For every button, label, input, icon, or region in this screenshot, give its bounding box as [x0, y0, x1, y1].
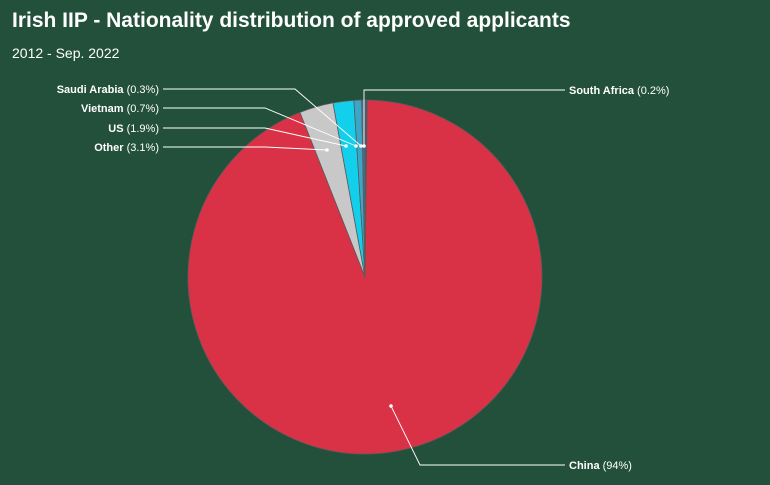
leader-line-china: [390, 405, 565, 466]
slice-label-percent: (94%): [600, 460, 632, 472]
label-anchor-dot: [389, 404, 393, 408]
leader-line-vietnam: [163, 107, 357, 147]
leader-line-south-africa: [363, 89, 565, 146]
label-anchor-dot: [344, 144, 348, 148]
label-anchor-dot: [325, 148, 329, 152]
slice-label-name: Vietnam: [81, 103, 124, 115]
leader-line-other: [163, 146, 328, 151]
slice-label-us: US (1.9%): [108, 123, 159, 135]
slice-label-name: US: [108, 123, 123, 135]
slice-label-percent: (3.1%): [124, 142, 159, 154]
slice-label-percent: (0.7%): [124, 103, 159, 115]
slice-label-other: Other (3.1%): [94, 142, 159, 154]
slice-label-name: Other: [94, 142, 124, 154]
slice-label-percent: (1.9%): [124, 123, 159, 135]
slice-label-south-africa: South Africa (0.2%): [569, 85, 669, 97]
slice-label-name: China: [569, 460, 600, 472]
leader-line-saudi-arabia: [163, 88, 362, 147]
slice-label-name: Saudi Arabia: [57, 84, 125, 96]
slice-label-vietnam: Vietnam (0.7%): [81, 103, 159, 115]
slice-label-percent: (0.2%): [634, 85, 669, 97]
label-anchor-dot: [362, 144, 366, 148]
slice-label-name: South Africa: [569, 85, 635, 97]
label-anchor-dot: [354, 144, 358, 148]
leader-line-us: [163, 127, 347, 147]
slice-label-percent: (0.3%): [124, 84, 159, 96]
slice-label-saudi-arabia: Saudi Arabia (0.3%): [57, 84, 159, 96]
chart-subtitle: 2012 - Sep. 2022: [12, 45, 120, 61]
pie-slices: [187, 99, 543, 455]
leader-lines: [163, 88, 565, 466]
chart-title: Irish IIP - Nationality distribution of …: [12, 9, 571, 32]
label-anchor-dot: [359, 144, 363, 148]
slice-label-china: China (94%): [569, 460, 632, 472]
slice-labels: South Africa (0.2%) China (94%) Other (3.1…: [57, 84, 670, 472]
